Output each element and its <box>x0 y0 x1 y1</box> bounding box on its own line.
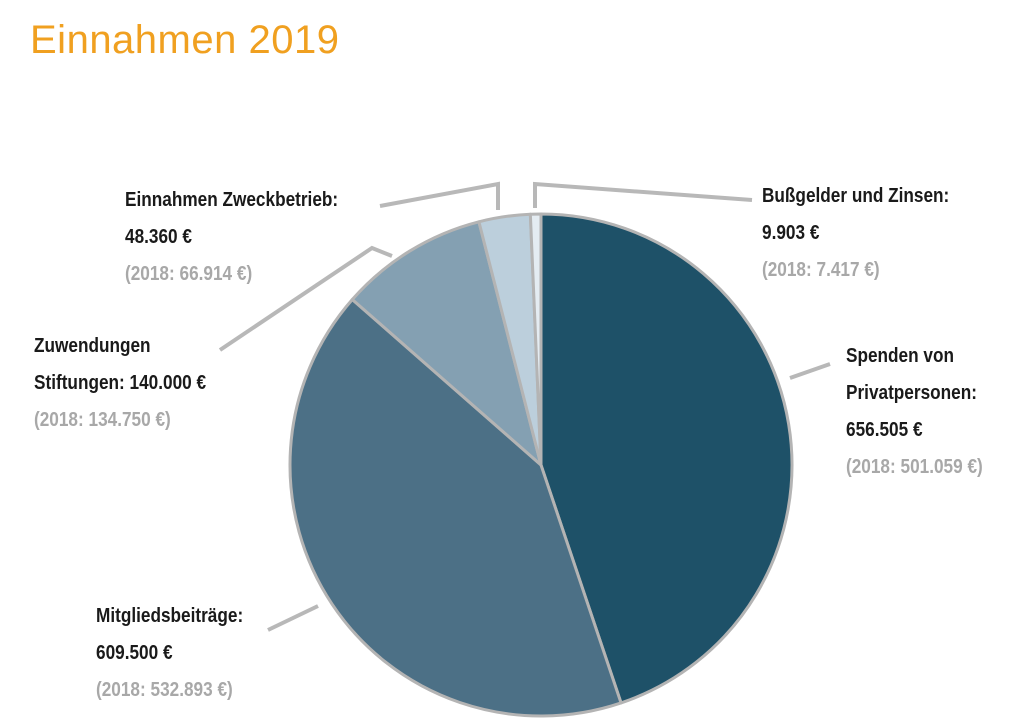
label-spenden-value: 656.505 € <box>846 419 923 441</box>
label-zweckbetrieb-prev: (2018: 66.914 €) <box>125 263 253 285</box>
leader-line-spenden <box>789 362 831 380</box>
label-zweckbetrieb-line1: Einnahmen Zweckbetrieb: <box>125 189 339 211</box>
label-stiftungen-line2: Stiftungen: 140.000 € <box>34 372 207 394</box>
leader-line-mitglieder <box>267 604 319 632</box>
label-mitglieder-value: 609.500 € <box>96 642 173 664</box>
label-bussgelder-prev: (2018: 7.417 €) <box>762 259 880 281</box>
pie-slice-spenden <box>539 212 794 705</box>
leader-line-zweckbetrieb <box>379 181 500 210</box>
pie-slice-bussgelder <box>528 212 543 467</box>
label-zweckbetrieb: Einnahmen Zweckbetrieb: 48.360 € (2018: … <box>125 182 338 293</box>
label-stiftungen-prev: (2018: 134.750 €) <box>34 409 171 431</box>
label-spenden: Spenden von Privatpersonen: 656.505 € (2… <box>846 338 983 486</box>
label-zweckbetrieb-value: 48.360 € <box>125 226 192 248</box>
pie-slice-mitglieder <box>288 297 623 718</box>
label-mitglieder-prev: (2018: 532.893 €) <box>96 679 233 701</box>
label-spenden-line2: Privatpersonen: <box>846 382 977 404</box>
label-spenden-prev: (2018: 501.059 €) <box>846 456 983 478</box>
leader-line-bussgelder <box>533 181 753 208</box>
label-mitglieder-line1: Mitgliedsbeiträge: <box>96 605 244 627</box>
leader-line-stiftungen <box>218 245 393 352</box>
pie-slices <box>288 212 794 718</box>
label-spenden-line1: Spenden von <box>846 345 954 367</box>
label-mitglieder: Mitgliedsbeiträge: 609.500 € (2018: 532.… <box>96 598 243 709</box>
label-bussgelder-line1: Bußgelder und Zinsen: <box>762 185 950 207</box>
label-stiftungen: Zuwendungen Stiftungen: 140.000 € (2018:… <box>34 328 206 439</box>
chart-title: Einnahmen 2019 <box>30 18 340 62</box>
label-bussgelder: Bußgelder und Zinsen: 9.903 € (2018: 7.4… <box>762 178 949 289</box>
leader-lines <box>218 181 831 632</box>
label-bussgelder-value: 9.903 € <box>762 222 820 244</box>
label-stiftungen-line1: Zuwendungen <box>34 335 151 357</box>
